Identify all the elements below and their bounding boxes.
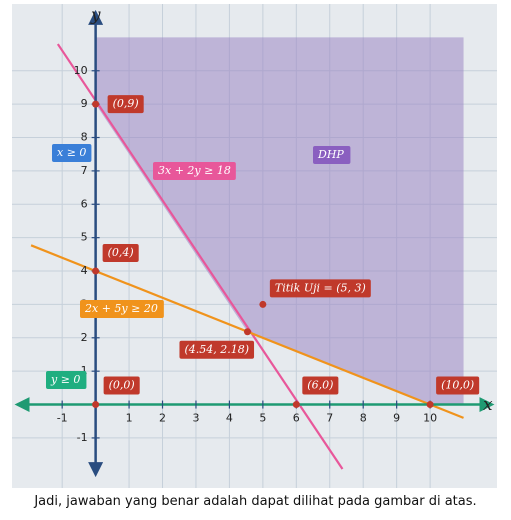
x-tick-label: 4 [226, 412, 233, 425]
x-tick-label: 8 [360, 412, 367, 425]
x-tick-label: 6 [293, 412, 300, 425]
y-tick-label: 2 [81, 331, 88, 344]
x-tick-label: 3 [192, 412, 199, 425]
region-label: DHP [317, 148, 344, 161]
x-axis-label: x [483, 395, 493, 415]
point [92, 100, 100, 108]
y-tick-label: 10 [74, 64, 88, 77]
point-label: (6,0) [307, 379, 333, 392]
point [92, 401, 100, 409]
point-label: (0,9) [113, 97, 139, 110]
point-label: (4.54, 2.18) [184, 343, 249, 356]
series-label-box [46, 371, 87, 389]
series-label: 2x + 5y ≥ 20 [84, 302, 158, 315]
series-label: 3x + 2y ≥ 18 [158, 164, 231, 177]
point [426, 401, 434, 409]
point-label: (0,4) [108, 246, 134, 259]
x-tick-label: -1 [57, 412, 68, 425]
point [92, 267, 100, 275]
y-tick-label: -1 [77, 431, 88, 444]
point-label-box [102, 244, 139, 263]
y-tick-label: 9 [81, 97, 88, 110]
point-label-box [179, 340, 255, 359]
feasible-region [95, 37, 464, 405]
x-tick-label: 5 [259, 412, 266, 425]
y-tick-label: 5 [81, 231, 88, 244]
x-tick-label: 10 [423, 412, 437, 425]
y-tick-label: 4 [81, 264, 88, 277]
x-tick-label: 2 [159, 412, 166, 425]
series-label-box [153, 162, 236, 180]
point-label: (0,0) [109, 379, 135, 392]
point-label-box [269, 279, 371, 298]
point [243, 328, 251, 336]
caption: Jadi, jawaban yang benar adalah dapat di… [34, 494, 477, 509]
point-label: Titik Uji = (5, 3) [275, 281, 366, 294]
point-label-box [302, 376, 339, 395]
region-label-box [313, 146, 351, 164]
point [259, 300, 267, 308]
point [292, 401, 300, 409]
point-label-box [436, 376, 480, 395]
y-tick-label: 7 [81, 164, 88, 177]
x-tick-label: 7 [326, 412, 333, 425]
x-tick-label: 1 [126, 412, 133, 425]
series-label-box [52, 144, 92, 162]
y-tick-label: 6 [81, 197, 88, 210]
y-tick-label: 8 [81, 131, 88, 144]
y-axis-label: y [90, 6, 101, 26]
y-tick-label: 1 [81, 364, 88, 377]
series-label: y ≥ 0 [50, 373, 80, 386]
x-tick-label: 9 [393, 412, 400, 425]
point-label-box [107, 95, 144, 114]
series-label-box [80, 300, 164, 318]
point-label: (10,0) [441, 379, 474, 392]
point-label-box [103, 376, 140, 395]
series-label: x ≥ 0 [57, 146, 86, 159]
